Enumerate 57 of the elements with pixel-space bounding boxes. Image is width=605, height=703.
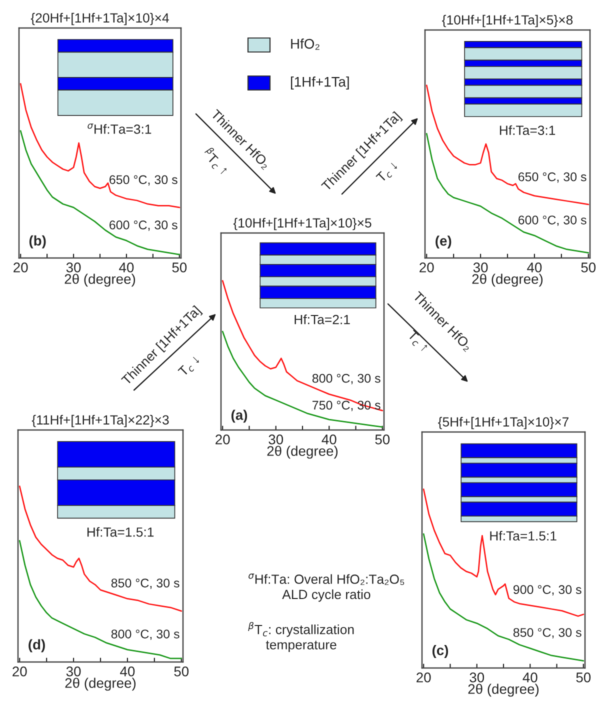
x-tick-label: 50 <box>581 262 596 272</box>
text: HfO₂ <box>291 38 320 50</box>
x-tick-label: 40 <box>119 262 134 272</box>
annotation: Hf:Ta=2:1 <box>294 314 350 324</box>
annotation: $^{σ}$Hf:Ta=3:1 <box>88 124 152 134</box>
annotation: (a) <box>231 410 248 423</box>
x-axis-title: 2θ (degree) <box>472 274 543 287</box>
x-axis-title: 2θ (degree) <box>65 678 136 691</box>
chart-title: {10Hf+[1Hf+1Ta]×5}×8 <box>442 14 573 28</box>
series-label: 800 °C, 30 s <box>312 374 380 384</box>
text: T$_{c}$ ↓ <box>376 160 400 184</box>
annotation: Hf:Ta=1.5:1 <box>490 530 556 541</box>
x-axis-title: 2θ (degree) <box>267 446 338 459</box>
series-label: 850 °C, 30 s <box>111 578 180 589</box>
series-label: 900 °C, 30 s <box>513 585 582 596</box>
x-tick-label: 30 <box>66 666 81 676</box>
series-label: 650 °C, 30 s <box>110 175 178 186</box>
chart-title: {20Hf+[1Hf+1Ta]×10}×4 <box>30 12 169 26</box>
x-tick-label: 40 <box>322 434 336 444</box>
x-axis-title: 2θ (degree) <box>468 684 539 697</box>
series-label: 600 °C, 30 s <box>518 216 586 226</box>
x-tick-label: 20 <box>216 434 230 444</box>
chart-title: {5Hf+[1Hf+1Ta]×10}×7 <box>438 416 568 430</box>
x-tick-label: 50 <box>174 666 189 676</box>
x-tick-label: 30 <box>268 434 284 444</box>
x-tick-label: 50 <box>375 434 390 444</box>
annotation: (e) <box>436 236 452 249</box>
x-axis-title: 2θ (degree) <box>64 274 136 287</box>
x-tick-label: 40 <box>527 262 542 272</box>
text: $^{σ}$Hf:Ta: Overal HfO₂:Ta₂O₅ ALD cycle ratio <box>248 574 404 602</box>
x-tick-label: 50 <box>172 262 187 272</box>
x-tick-label: 40 <box>522 672 538 682</box>
annotation: Hf:Ta=3:1 <box>500 125 556 135</box>
series-label: 800 °C, 30 s <box>111 630 180 640</box>
x-tick-label: 30 <box>66 262 81 272</box>
chart-title: {10Hf+[1Hf+1Ta]×10}×5 <box>233 218 372 230</box>
x-tick-label: 40 <box>120 666 135 676</box>
series-label: 600 °C, 30 s <box>110 220 178 231</box>
text: $^{β}$T$_{c}$: crystallization temperature <box>248 622 354 652</box>
annotation: (d) <box>28 639 45 652</box>
chart-title: {11Hf+[1Hf+1Ta]×22}×3 <box>32 414 169 428</box>
x-tick-label: 20 <box>416 672 431 682</box>
x-tick-label: 20 <box>14 262 28 272</box>
x-tick-label: 30 <box>470 672 484 682</box>
text: T$_{c}$ ↑ <box>406 330 430 354</box>
annotation: Hf:Ta=1.5:1 <box>87 527 154 537</box>
x-tick-label: 20 <box>420 262 434 272</box>
x-tick-label: 50 <box>576 672 591 682</box>
x-tick-label: 30 <box>473 262 488 272</box>
annotation: (c) <box>432 645 448 658</box>
x-tick-label: 20 <box>12 666 27 676</box>
annotation: (b) <box>29 235 46 248</box>
series-label: 650 °C, 30 s <box>518 172 586 183</box>
series-label: 850 °C, 30 s <box>513 628 582 638</box>
text: [1Hf+1Ta] <box>290 76 349 90</box>
text: T$_{c}$ ↓ <box>178 354 202 378</box>
text: $^{β}$T$_{c}$ ↑ <box>200 146 231 176</box>
